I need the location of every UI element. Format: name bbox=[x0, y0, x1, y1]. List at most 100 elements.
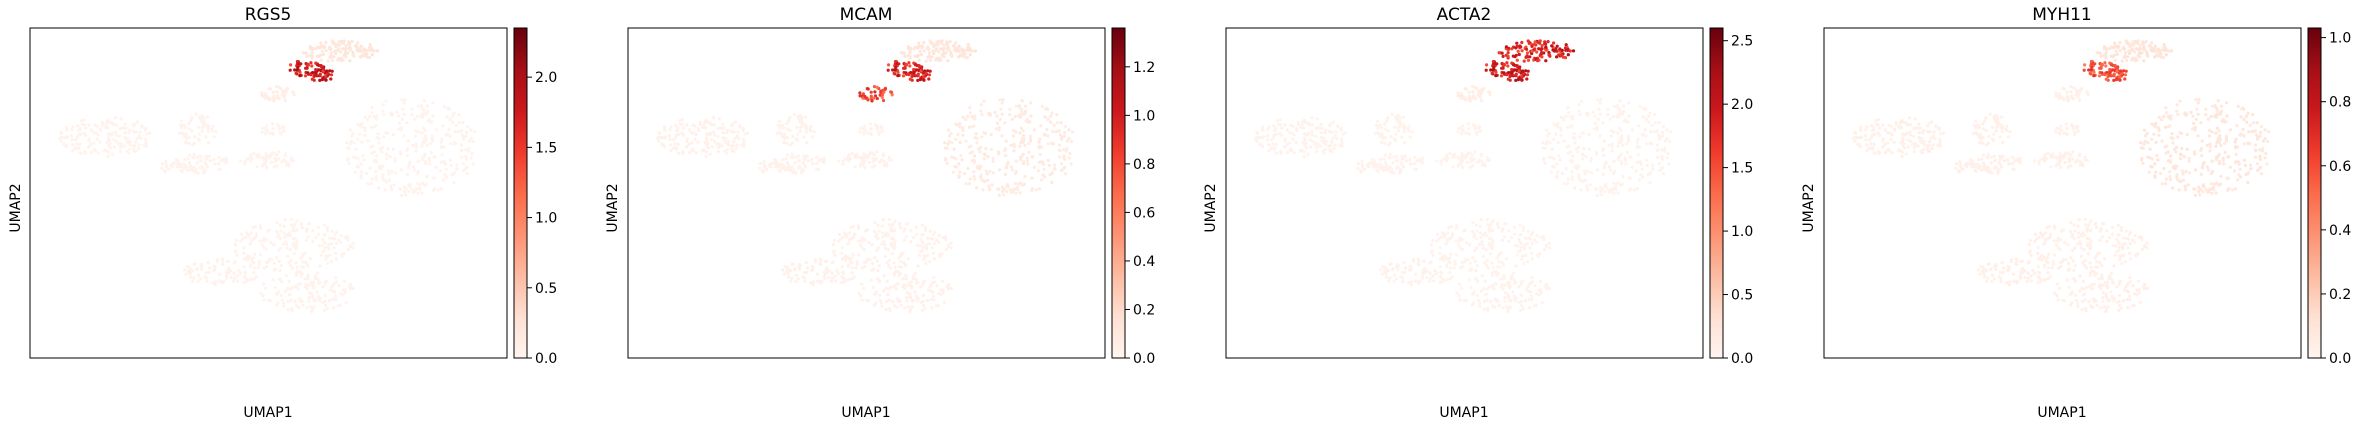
umap-point bbox=[386, 169, 390, 173]
umap-point bbox=[310, 64, 314, 68]
umap-point bbox=[1485, 217, 1489, 222]
umap-point bbox=[348, 128, 353, 132]
umap-point bbox=[1519, 300, 1523, 304]
umap-point bbox=[866, 98, 870, 102]
umap-point bbox=[1324, 147, 1328, 151]
umap-point bbox=[1555, 44, 1559, 48]
umap-point bbox=[2069, 164, 2073, 168]
umap-point bbox=[2123, 51, 2128, 55]
umap-point bbox=[922, 279, 927, 283]
umap-point bbox=[916, 296, 920, 300]
umap-point bbox=[2134, 59, 2138, 63]
umap-point bbox=[1278, 131, 1282, 135]
umap-point bbox=[2156, 158, 2160, 162]
umap-point bbox=[310, 51, 314, 55]
umap-point bbox=[1503, 291, 1507, 295]
umap-point bbox=[248, 265, 253, 269]
umap-point bbox=[1597, 107, 1601, 111]
colorbar-tick-label: 0.5 bbox=[1731, 288, 1753, 304]
umap-point bbox=[877, 132, 881, 136]
umap-point bbox=[318, 281, 322, 285]
umap-point bbox=[193, 170, 198, 175]
umap-point bbox=[272, 261, 277, 266]
umap-point bbox=[2152, 47, 2156, 51]
umap-point bbox=[758, 162, 763, 166]
umap-point bbox=[196, 273, 201, 277]
umap-point bbox=[1387, 279, 1391, 283]
umap-point bbox=[1425, 276, 1429, 280]
umap-point bbox=[919, 237, 923, 241]
umap-point bbox=[1576, 150, 1580, 154]
umap-point bbox=[860, 266, 865, 270]
umap-point bbox=[1539, 52, 1543, 56]
umap-point bbox=[366, 118, 370, 122]
umap-point bbox=[1004, 153, 1008, 158]
umap-point bbox=[224, 156, 228, 160]
umap-point bbox=[1603, 163, 1607, 167]
umap-point bbox=[887, 233, 891, 238]
umap-point bbox=[853, 165, 857, 169]
umap-point bbox=[334, 241, 338, 246]
umap-point bbox=[1601, 121, 1605, 125]
umap-point bbox=[370, 106, 374, 110]
umap-point bbox=[1870, 147, 1874, 151]
umap-point bbox=[239, 232, 244, 236]
umap-point bbox=[776, 123, 781, 127]
umap-point bbox=[1020, 155, 1024, 159]
umap-point bbox=[1600, 193, 1604, 197]
umap-point bbox=[397, 114, 401, 118]
umap-point bbox=[1481, 242, 1485, 246]
umap-point bbox=[432, 155, 436, 159]
umap-point bbox=[1478, 95, 1482, 99]
umap-point bbox=[948, 134, 952, 138]
umap-point bbox=[2228, 165, 2232, 169]
umap-point bbox=[1585, 112, 1589, 116]
umap-point bbox=[1402, 127, 1406, 131]
umap-point bbox=[1028, 137, 1032, 141]
umap-point bbox=[296, 287, 300, 291]
umap-point bbox=[1458, 298, 1462, 302]
umap-point bbox=[800, 167, 804, 171]
umap-point bbox=[59, 131, 64, 135]
umap-point bbox=[467, 146, 471, 150]
umap-point bbox=[213, 265, 217, 269]
umap-point bbox=[1065, 139, 1069, 143]
umap-point bbox=[830, 276, 834, 280]
umap-point bbox=[1499, 277, 1503, 281]
umap-point bbox=[211, 268, 216, 272]
umap-point bbox=[1501, 306, 1505, 310]
umap-point bbox=[1039, 124, 1043, 128]
umap-point bbox=[246, 258, 250, 262]
umap-point bbox=[716, 149, 721, 154]
umap-point bbox=[359, 44, 363, 48]
umap-point bbox=[1460, 151, 1464, 156]
colorbar-tick-label: 0.0 bbox=[535, 351, 557, 367]
umap-point bbox=[704, 150, 709, 154]
umap-point bbox=[1594, 187, 1598, 191]
umap-point bbox=[792, 168, 796, 172]
umap-point bbox=[1467, 152, 1471, 156]
umap-point bbox=[885, 279, 889, 283]
umap-point bbox=[1919, 149, 1923, 153]
umap-point bbox=[1044, 107, 1048, 111]
colorbar-tick-label: 2.0 bbox=[1731, 97, 1753, 113]
umap-point bbox=[122, 144, 126, 148]
umap-point bbox=[1544, 142, 1548, 146]
umap-point bbox=[461, 121, 465, 125]
umap-point bbox=[970, 159, 975, 163]
umap-point bbox=[1541, 141, 1545, 145]
umap-point bbox=[379, 167, 383, 171]
umap-point bbox=[1873, 119, 1877, 123]
umap-point bbox=[875, 150, 879, 154]
umap-point bbox=[1502, 235, 1506, 239]
umap-point bbox=[944, 158, 948, 162]
umap-point bbox=[200, 125, 204, 130]
umap-point bbox=[810, 135, 815, 139]
umap-point bbox=[1063, 165, 1067, 169]
umap-point bbox=[1514, 78, 1518, 82]
umap-point bbox=[2001, 141, 2005, 145]
umap-point bbox=[363, 126, 367, 130]
umap-point bbox=[912, 47, 916, 51]
umap-point bbox=[1641, 133, 1645, 137]
umap-point bbox=[1475, 246, 1479, 250]
